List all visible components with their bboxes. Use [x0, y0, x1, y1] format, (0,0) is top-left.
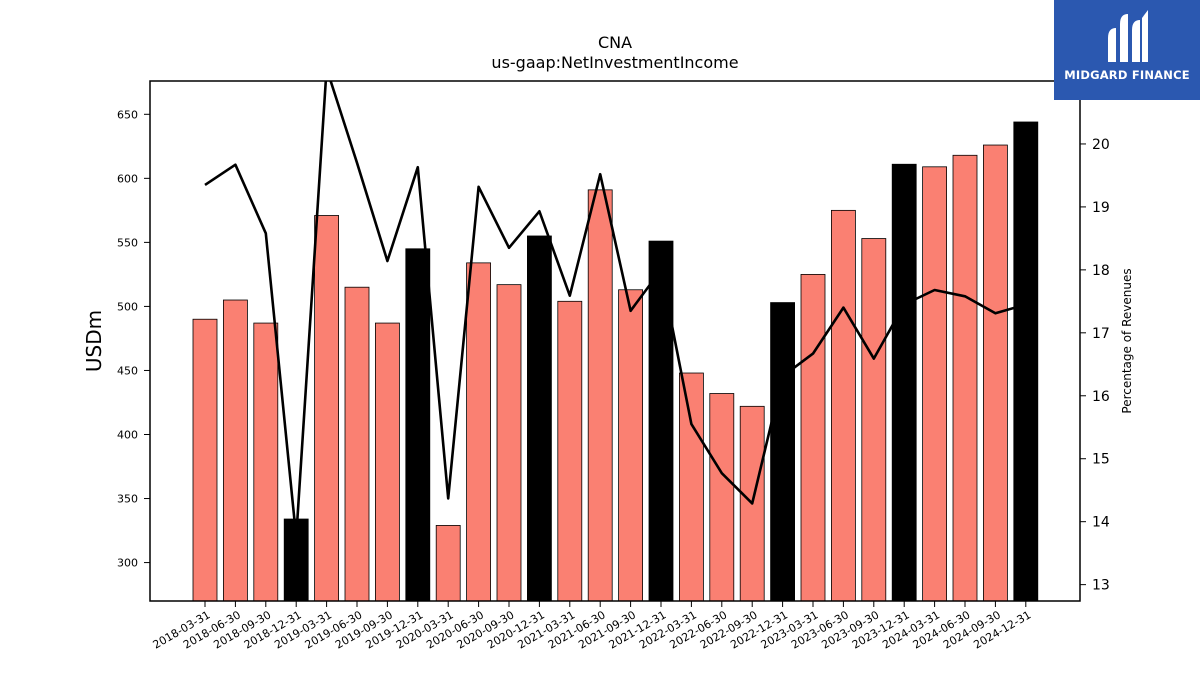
- y-axis-label: USDm: [82, 310, 106, 372]
- bar-2021-03-31: [557, 300, 583, 602]
- bar-2021-09-30: [618, 289, 643, 602]
- x-axis: 2018-03-312018-06-302018-09-302018-12-31…: [151, 601, 1033, 652]
- bar-2020-09-30: [496, 284, 522, 602]
- right-axis: 13 14 15 16 17 18 19 20: [1080, 137, 1110, 594]
- bar-2024-12-31: [1013, 121, 1039, 602]
- bar-2019-03-31: [314, 215, 340, 602]
- left-tick-label: 600: [117, 172, 138, 185]
- chart-title: CNA: [598, 33, 632, 52]
- bar-2023-09-30: [861, 238, 887, 602]
- right-tick-label: 19: [1092, 200, 1110, 216]
- right-tick-label: 13: [1092, 578, 1110, 594]
- bar-2024-09-30: [983, 144, 1008, 602]
- left-tick-label: 500: [117, 300, 138, 313]
- bar-2021-12-31: [648, 240, 674, 602]
- bar-2024-06-30: [952, 154, 978, 602]
- bar-2024-03-31: [922, 166, 947, 602]
- bar-2019-09-30: [374, 322, 400, 602]
- left-tick-label: 400: [117, 428, 138, 441]
- bar-2018-09-30: [253, 322, 279, 602]
- right-tick-label: 15: [1092, 452, 1110, 468]
- bar-2019-12-31: [405, 248, 431, 602]
- left-tick-label: 350: [117, 493, 138, 506]
- left-tick-label: 650: [117, 108, 138, 121]
- line-layer: [204, 81, 1027, 539]
- right-tick-label: 17: [1092, 326, 1110, 342]
- bar-2023-06-30: [831, 209, 856, 602]
- right-tick-label: 16: [1092, 389, 1110, 405]
- bar-2020-12-31: [527, 235, 552, 602]
- left-axis: 300 350 400 450 500 550 600 650: [117, 108, 150, 570]
- bar-2020-06-30: [466, 262, 492, 602]
- right-tick-label: 20: [1092, 137, 1110, 153]
- bar-2023-12-31: [891, 163, 917, 602]
- percentage-line: [204, 81, 1027, 539]
- plot-frame: [149, 80, 1081, 602]
- bar-2022-06-30: [709, 393, 735, 602]
- chart-subtitle: us-gaap:NetInvestmentIncome: [491, 53, 738, 72]
- logo-text: MIDGARD FINANCE: [1064, 68, 1190, 82]
- bar-2019-06-30: [344, 286, 370, 602]
- bar-2020-03-31: [435, 525, 461, 602]
- brand-logo: MIDGARD FINANCE: [1054, 0, 1200, 100]
- bar-2021-06-30: [587, 189, 613, 602]
- y2-axis-label: Percentage of Revenues: [1120, 268, 1134, 413]
- bar-group: [192, 121, 1039, 602]
- right-tick-label: 18: [1092, 263, 1110, 279]
- bar-2023-03-31: [800, 273, 826, 602]
- left-tick-label: 450: [117, 364, 138, 377]
- bar-2022-12-31: [770, 302, 795, 602]
- bar-2018-12-31: [283, 518, 309, 602]
- bar-2022-03-31: [679, 372, 704, 602]
- left-tick-label: 550: [117, 236, 138, 249]
- logo-mark-icon: [1108, 10, 1148, 62]
- left-tick-label: 300: [117, 557, 138, 570]
- right-tick-label: 14: [1092, 515, 1110, 531]
- bar-2018-06-30: [222, 299, 248, 602]
- bar-2018-03-31: [192, 318, 218, 602]
